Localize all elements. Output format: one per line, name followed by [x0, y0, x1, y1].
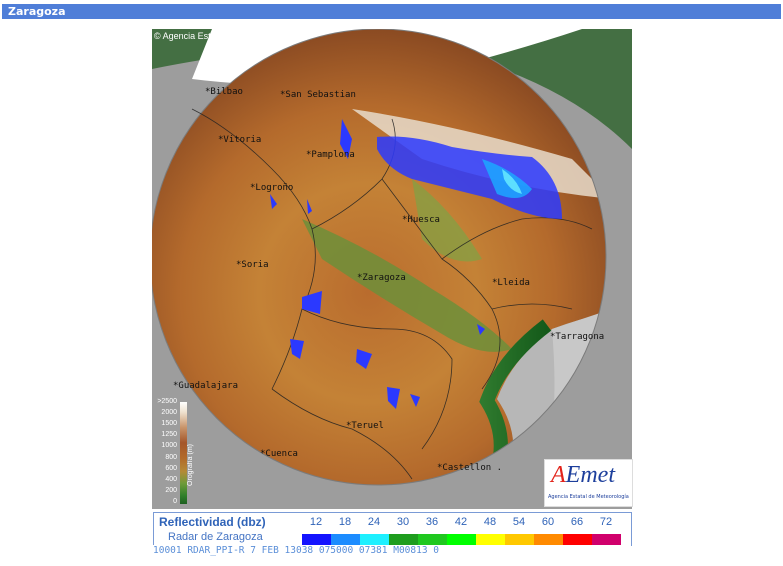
radar-echoes — [270, 119, 562, 409]
legend-swatch — [331, 534, 360, 545]
legend-value: 24 — [367, 516, 381, 528]
legend-value: 36 — [425, 516, 439, 528]
legend-swatch — [418, 534, 447, 545]
window-title: Zaragoza — [8, 5, 66, 18]
orography-title: Orografía (m) — [187, 443, 194, 486]
aemet-logo: AEmet Agencia Estatal de Meteorología — [544, 459, 633, 507]
city-label: *Logroño — [250, 183, 294, 193]
city-label: *Castellon . — [437, 463, 503, 473]
city-label: *Soria — [236, 260, 269, 270]
aemet-logo-text: AEmet — [551, 462, 615, 488]
map-canvas — [152, 29, 632, 509]
reflectivity-legend: Reflectividad (dbz) Radar de Zaragoza 12… — [153, 512, 632, 546]
city-label: *Lleida — [492, 278, 530, 288]
legend-swatch — [505, 534, 534, 545]
orography-color-bar — [180, 402, 187, 504]
city-label: *Tarragona — [550, 332, 605, 342]
window-title-bar: Zaragoza — [2, 4, 781, 19]
city-label: *Vitoria — [218, 135, 262, 145]
legend-value: 66 — [570, 516, 584, 528]
orography-label: 200 — [165, 486, 177, 494]
city-label: *Pamplona — [306, 150, 355, 160]
orography-label: 1250 — [161, 431, 177, 439]
orography-label: 800 — [165, 453, 177, 461]
legend-swatch — [534, 534, 563, 545]
legend-value: 12 — [309, 516, 323, 528]
legend-swatch — [302, 534, 331, 545]
legend-swatch — [563, 534, 592, 545]
legend-value: 72 — [599, 516, 613, 528]
aemet-logo-subtitle: Agencia Estatal de Meteorología — [548, 494, 629, 500]
city-label: *Guadalajara — [173, 381, 239, 391]
legend-subtitle: Radar de Zaragoza — [168, 531, 263, 543]
legend-swatch — [360, 534, 389, 545]
legend-value: 30 — [396, 516, 410, 528]
city-label: *Bilbao — [205, 87, 243, 97]
legend-title: Reflectividad (dbz) — [159, 515, 266, 529]
orography-label: 1000 — [161, 442, 177, 450]
legend-value: 18 — [338, 516, 352, 528]
orography-label: 2000 — [161, 409, 177, 417]
legend-swatch — [476, 534, 505, 545]
orography-label: 1500 — [161, 420, 177, 428]
city-label: *Zaragoza — [357, 273, 406, 283]
legend-value: 60 — [541, 516, 555, 528]
legend-swatch — [389, 534, 418, 545]
orography-label: 400 — [165, 475, 177, 483]
city-label: *Huesca — [402, 215, 440, 225]
copyright-notice: © Agencia Estatal de Meteorología — [154, 31, 293, 41]
orography-label: >2500 — [157, 398, 177, 405]
legend-swatch — [592, 534, 621, 545]
city-label: *San Sebastian — [280, 90, 356, 100]
legend-value: 54 — [512, 516, 526, 528]
legend-value: 48 — [483, 516, 497, 528]
legend-swatch — [447, 534, 476, 545]
orography-label: 600 — [165, 464, 177, 472]
legend-value: 42 — [454, 516, 468, 528]
city-label: *Teruel — [346, 421, 384, 431]
orography-label: 0 — [173, 498, 177, 505]
status-line: 10001 RDAR_PPI-R 7 FEB 13038 075000 0738… — [153, 545, 631, 557]
city-label: *Cuenca — [260, 449, 298, 459]
orography-scale: Orografía (m) >2500 2000 1500 1250 1000 800 60… — [155, 398, 205, 506]
radar-map — [152, 29, 632, 509]
